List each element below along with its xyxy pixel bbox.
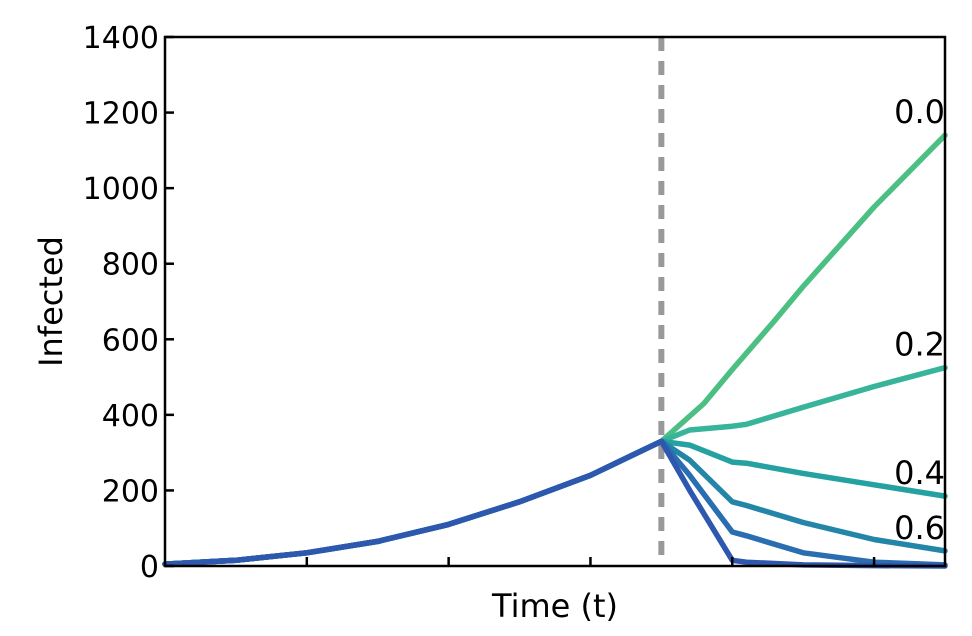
y-tick-label: 1000 (83, 172, 159, 207)
series-line (162, 438, 948, 568)
y-tick-label: 1200 (83, 97, 159, 132)
series-label: 0.0 (894, 93, 945, 131)
series-line (162, 438, 948, 567)
y-tick-label: 400 (102, 399, 159, 434)
plot-frame (163, 35, 947, 568)
y-tick-label: 800 (102, 248, 159, 283)
series-line (162, 438, 948, 567)
y-axis-label: Infected (32, 236, 70, 367)
y-tick-label: 0 (140, 550, 159, 585)
y-tick-label: 600 (102, 323, 159, 358)
series-label: 0.4 (894, 454, 945, 492)
x-axis-label: Time (t) (491, 587, 618, 625)
series-label-layer: 0.0 0.2 0.4 0.6 (894, 93, 945, 547)
series-line (162, 438, 948, 569)
y-tick-label: 1400 (83, 21, 159, 56)
series-layer (162, 132, 948, 569)
series-line (162, 364, 948, 567)
axis-layer: 0 200 400 600 800 1000 1200 1400 (83, 21, 876, 585)
series-line (162, 132, 948, 567)
series-label: 0.6 (894, 509, 945, 547)
y-tick-label: 200 (102, 474, 159, 509)
series-label: 0.2 (894, 326, 945, 364)
